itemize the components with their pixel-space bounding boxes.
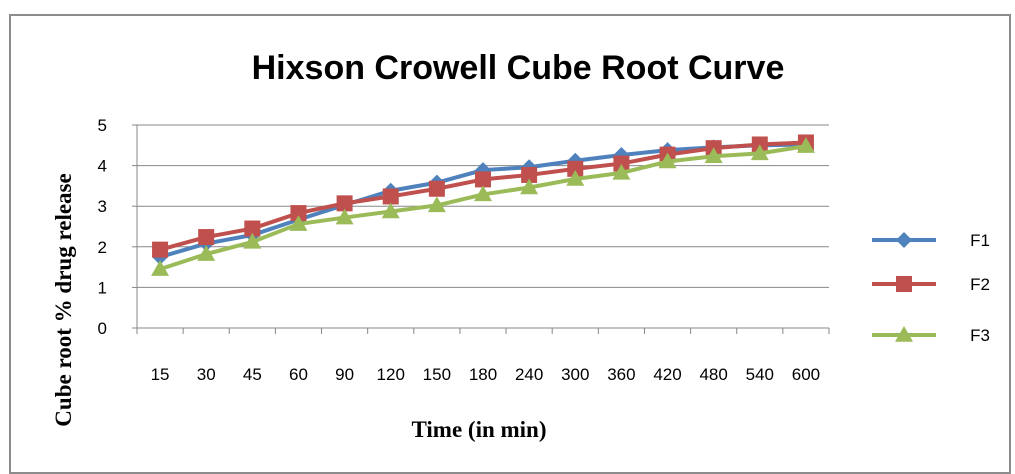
x-tick-label: 600 (792, 365, 820, 384)
x-tick-label: 150 (423, 365, 451, 384)
legend-marker-F3 (895, 326, 913, 342)
y-axis-title: Cube root % drug release (51, 173, 76, 426)
data-point-F3 (658, 152, 677, 169)
chart-title: Hixson Crowell Cube Root Curve (252, 49, 785, 87)
data-point-F3 (335, 208, 354, 225)
x-tick-label: 300 (561, 365, 589, 384)
data-point-F2 (382, 188, 399, 205)
data-point-F3 (243, 232, 262, 249)
legend-label-F2: F2 (970, 275, 990, 294)
data-point-F2 (567, 160, 584, 177)
y-tick-label: 5 (98, 116, 107, 135)
data-point-F3 (197, 245, 216, 261)
data-point-F3 (612, 163, 631, 180)
data-point-F3 (520, 178, 539, 195)
gridlines (137, 124, 829, 288)
data-point-F3 (566, 169, 585, 186)
data-point-F2 (475, 171, 491, 188)
data-point-F2 (613, 155, 630, 172)
legend-item-F1: F1 (872, 231, 990, 250)
data-point-F2 (244, 220, 261, 237)
x-tick-label: 45 (243, 365, 262, 384)
data-point-F3 (474, 185, 492, 202)
x-tick-label: 480 (699, 365, 727, 384)
x-tick-label: 540 (746, 365, 774, 384)
legend-marker-F1 (896, 232, 912, 248)
x-tick-label: 240 (515, 365, 543, 384)
data-point-F3 (796, 137, 815, 153)
data-point-F2 (290, 205, 307, 222)
legend-item-F2: F2 (872, 275, 990, 294)
x-tick-label: 60 (289, 365, 308, 384)
y-tick-label: 1 (98, 278, 107, 297)
y-tick-label: 2 (98, 238, 107, 257)
data-point-F3 (427, 196, 446, 213)
y-tick-label: 4 (98, 157, 107, 176)
series-group (151, 134, 815, 276)
data-point-F3 (151, 260, 170, 276)
x-tick-label: 180 (469, 365, 497, 384)
x-tick-label: 90 (335, 365, 354, 384)
y-tick-label: 3 (98, 197, 107, 216)
legend-marker-F2 (896, 276, 912, 292)
data-point-F2 (521, 166, 538, 183)
x-tick-label: 30 (197, 365, 216, 384)
data-point-F3 (704, 147, 723, 164)
x-tick-label: 15 (151, 365, 170, 384)
data-point-F2 (152, 241, 169, 258)
legend-label-F3: F3 (970, 326, 990, 345)
data-point-F3 (381, 202, 400, 219)
x-tick-label: 120 (377, 365, 405, 384)
legend-label-F1: F1 (970, 231, 990, 250)
data-point-F2 (428, 180, 445, 197)
legend: F1 F2 F3 (872, 231, 990, 345)
x-tick-label: 420 (653, 365, 681, 384)
legend-item-F3: F3 (872, 326, 990, 345)
data-point-F3 (289, 215, 308, 231)
data-point-F2 (336, 195, 353, 212)
data-point-F2 (198, 229, 215, 246)
x-axis-title: Time (in min) (411, 417, 546, 442)
series-F3 (151, 137, 815, 276)
y-tick-label: 0 (98, 319, 107, 338)
data-point-F3 (750, 144, 769, 161)
x-tick-label: 360 (607, 365, 635, 384)
